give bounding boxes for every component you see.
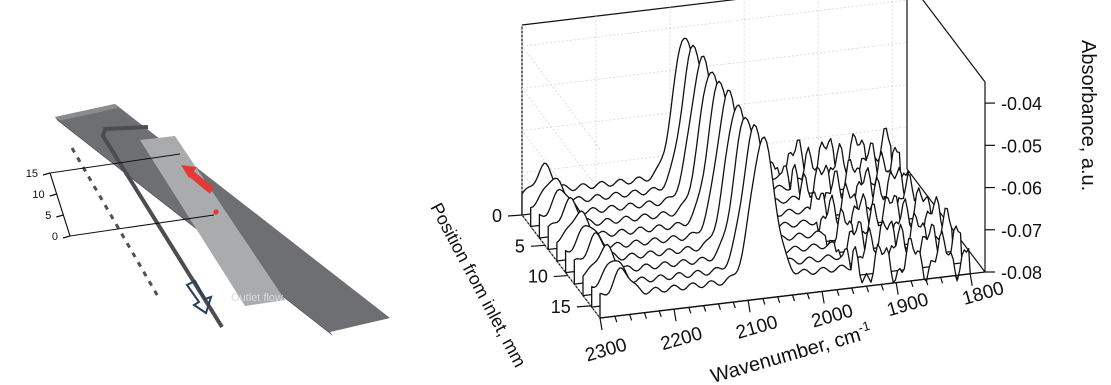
x-tick xyxy=(940,277,944,284)
z-tick-label: -0.04 xyxy=(1001,94,1042,114)
leader-line-15 xyxy=(49,153,181,174)
outlet-arrow-icon xyxy=(185,279,213,315)
y-tick-label: 15 xyxy=(551,297,571,317)
y-tick xyxy=(507,214,523,217)
scale-tick xyxy=(56,214,64,218)
x-tick xyxy=(629,314,633,321)
x-tick xyxy=(836,289,840,296)
y-tick xyxy=(576,305,591,308)
y-tick-label: 0 xyxy=(492,206,502,226)
grid-line-z-side xyxy=(521,88,601,192)
grid-line-z xyxy=(521,41,908,89)
x-tick-label: 2300 xyxy=(583,335,629,367)
z-tick-label: -0.05 xyxy=(1001,136,1042,156)
x-tick xyxy=(673,309,677,322)
x-tick xyxy=(865,285,870,293)
x-tick xyxy=(954,275,958,282)
scale-tick xyxy=(49,193,57,197)
x-tick xyxy=(806,293,810,300)
x-tick xyxy=(614,316,618,323)
box-edge xyxy=(521,0,737,26)
x-tick xyxy=(895,282,899,295)
z-tick-label: -0.07 xyxy=(1001,221,1042,241)
scale-tick-label: 0 xyxy=(52,231,58,243)
x-tick xyxy=(969,273,973,286)
x-tick xyxy=(821,291,825,304)
x-tick xyxy=(688,307,692,314)
x-tick xyxy=(910,280,914,288)
x-tick xyxy=(747,300,751,313)
chip-top-edge xyxy=(55,104,118,121)
x-tick xyxy=(643,312,647,319)
x-tick xyxy=(717,303,722,311)
x-tick xyxy=(851,287,855,295)
flow-arrow-head xyxy=(181,165,197,178)
x-axis-label-text: Wavenumber, cm xyxy=(708,324,863,385)
z-axis-label: Absorbance, a.u. xyxy=(1077,40,1099,191)
scale-tick-label: 10 xyxy=(32,189,44,201)
x-tick-label: 2200 xyxy=(658,323,704,355)
x-tick-label: 1900 xyxy=(885,289,931,321)
spectrum-line-9 xyxy=(599,136,971,319)
box-edge xyxy=(922,0,986,83)
channel-serration xyxy=(70,147,162,301)
scale-tick-label: 15 xyxy=(26,168,38,180)
y-tick xyxy=(530,244,545,247)
x-axis-label: Wavenumber, cm-1 xyxy=(707,318,874,385)
spectra-series xyxy=(521,37,971,319)
sample-point xyxy=(213,209,219,215)
scale-axis xyxy=(49,172,71,237)
observation-window xyxy=(140,136,285,306)
chip-side xyxy=(55,117,333,336)
y-axis-label: Position from inlet, mm xyxy=(426,199,530,370)
x-tick-label: 2100 xyxy=(734,312,780,344)
leader-line-0 xyxy=(69,214,215,237)
scale-tick xyxy=(42,172,51,176)
grid-line-z xyxy=(521,0,908,47)
grid-line-z-side xyxy=(521,214,601,319)
x-tick xyxy=(732,301,736,309)
y-tick-label: 10 xyxy=(528,267,548,287)
grid-line-z-side xyxy=(521,45,601,150)
outlet-label: Outlet flow xyxy=(231,292,283,304)
x-tick xyxy=(791,294,796,302)
x-tick xyxy=(762,298,766,305)
flow-channel xyxy=(100,125,224,329)
x-tick xyxy=(703,305,707,312)
y-tick xyxy=(553,274,568,278)
z-tick-label: -0.06 xyxy=(1001,179,1042,199)
x-axis-label-exponent: -1 xyxy=(856,318,871,336)
x-tick xyxy=(658,310,662,318)
y-tick-label: 5 xyxy=(515,236,525,256)
z-tick-label: -0.08 xyxy=(1001,263,1042,283)
scale-tick-label: 5 xyxy=(45,210,51,222)
x-tick xyxy=(599,317,603,331)
z-axis: -0.04 -0.05 -0.06 -0.07 -0.08 xyxy=(985,94,1042,283)
flow-direction-arrow xyxy=(186,169,215,194)
x-tick-label: 1800 xyxy=(960,278,1006,310)
scale-tick xyxy=(62,235,71,239)
x-tick xyxy=(777,296,781,303)
x-tick xyxy=(925,278,929,286)
x-tick xyxy=(880,284,884,291)
